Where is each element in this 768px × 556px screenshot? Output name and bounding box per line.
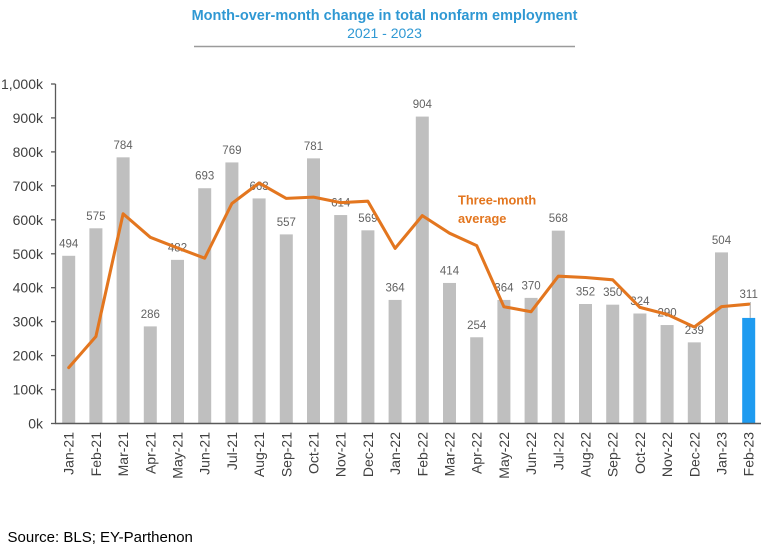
svg-text:Oct-21: Oct-21 <box>306 432 322 474</box>
svg-text:Dec-21: Dec-21 <box>360 432 376 477</box>
svg-text:Jun-22: Jun-22 <box>523 432 539 475</box>
svg-text:Jan-21: Jan-21 <box>61 432 77 475</box>
svg-text:Month-over-month change in tot: Month-over-month change in total nonfarm… <box>192 8 578 24</box>
svg-text:Three-month: Three-month <box>458 193 536 208</box>
svg-text:Feb-22: Feb-22 <box>414 432 430 477</box>
svg-text:300k: 300k <box>13 314 44 330</box>
svg-text:350: 350 <box>603 287 622 299</box>
svg-text:904: 904 <box>413 99 433 111</box>
svg-text:Oct-22: Oct-22 <box>632 432 648 474</box>
svg-text:May-22: May-22 <box>496 432 512 479</box>
svg-text:Jan-22: Jan-22 <box>387 432 403 475</box>
svg-text:494: 494 <box>59 238 79 250</box>
svg-text:504: 504 <box>712 235 732 247</box>
svg-text:Mar-21: Mar-21 <box>115 432 131 477</box>
svg-text:average: average <box>458 211 506 226</box>
svg-text:2021 - 2023: 2021 - 2023 <box>347 25 422 41</box>
svg-text:Jul-22: Jul-22 <box>550 432 566 470</box>
svg-text:Nov-22: Nov-22 <box>659 432 675 477</box>
svg-text:1,000k: 1,000k <box>1 76 44 92</box>
svg-text:311: 311 <box>740 289 758 301</box>
svg-text:Sep-21: Sep-21 <box>278 432 294 477</box>
svg-text:784: 784 <box>114 140 134 152</box>
svg-text:Source: BLS; EY-Parthenon: Source: BLS; EY-Parthenon <box>8 529 193 546</box>
svg-text:352: 352 <box>576 287 595 299</box>
svg-text:Apr-22: Apr-22 <box>469 432 485 474</box>
svg-text:364: 364 <box>386 282 406 294</box>
svg-text:Aug-22: Aug-22 <box>578 432 594 477</box>
svg-text:286: 286 <box>141 309 160 321</box>
svg-text:693: 693 <box>195 171 214 183</box>
svg-text:Jan-23: Jan-23 <box>714 432 730 475</box>
svg-text:663: 663 <box>250 181 269 193</box>
svg-text:254: 254 <box>467 320 487 332</box>
svg-text:769: 769 <box>222 145 241 157</box>
svg-text:500k: 500k <box>13 246 44 262</box>
svg-text:557: 557 <box>277 217 296 229</box>
svg-text:Sep-22: Sep-22 <box>605 432 621 477</box>
svg-text:Aug-21: Aug-21 <box>251 432 267 477</box>
svg-text:700k: 700k <box>13 178 44 194</box>
svg-text:Jul-21: Jul-21 <box>224 432 240 470</box>
svg-text:569: 569 <box>358 213 377 225</box>
svg-text:Nov-21: Nov-21 <box>333 432 349 477</box>
svg-text:Dec-22: Dec-22 <box>686 432 702 477</box>
svg-text:Apr-21: Apr-21 <box>142 432 158 474</box>
svg-text:Jun-21: Jun-21 <box>197 432 213 475</box>
svg-text:400k: 400k <box>13 280 44 296</box>
svg-text:900k: 900k <box>13 110 44 126</box>
svg-text:370: 370 <box>522 280 541 292</box>
svg-text:100k: 100k <box>13 382 44 398</box>
svg-text:575: 575 <box>86 211 105 223</box>
svg-text:239: 239 <box>685 325 704 337</box>
svg-text:Mar-22: Mar-22 <box>442 432 458 477</box>
svg-text:May-21: May-21 <box>170 432 186 479</box>
svg-text:324: 324 <box>630 296 650 308</box>
svg-text:200k: 200k <box>13 348 44 364</box>
svg-text:600k: 600k <box>13 212 44 228</box>
svg-text:0k: 0k <box>28 416 44 432</box>
svg-text:Feb-23: Feb-23 <box>741 432 757 477</box>
svg-text:568: 568 <box>549 213 568 225</box>
svg-text:Feb-21: Feb-21 <box>88 432 104 477</box>
svg-text:781: 781 <box>304 141 323 153</box>
svg-text:414: 414 <box>440 265 460 277</box>
svg-text:800k: 800k <box>13 144 44 160</box>
svg-text:364: 364 <box>494 282 514 294</box>
